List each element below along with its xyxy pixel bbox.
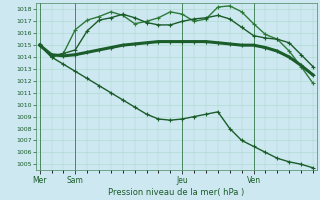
X-axis label: Pression niveau de la mer( hPa ): Pression niveau de la mer( hPa ) <box>108 188 244 197</box>
